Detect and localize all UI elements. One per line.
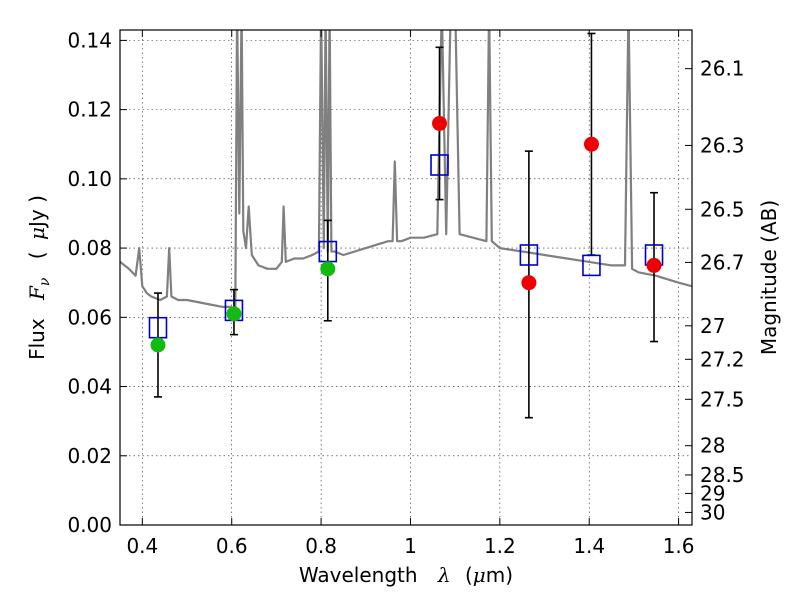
y-axis-label-unit-mu: μ <box>25 227 49 240</box>
y-tick-label: 0.12 <box>67 98 112 122</box>
y-tick-label: 0.14 <box>67 28 112 52</box>
y2-tick-label: 27 <box>700 314 725 338</box>
y2-tick-label: 27.5 <box>700 387 745 411</box>
x-tick-label: 1.2 <box>484 534 516 558</box>
y2-tick-label: 28.5 <box>700 463 745 487</box>
x-axis-label-text: Wavelength <box>299 563 418 587</box>
x-tick-label: 1.6 <box>663 534 695 558</box>
y2-tick-label: 26.3 <box>700 133 745 157</box>
y2-tick-label: 29 <box>700 481 725 505</box>
y-axis-label-symbol: F <box>25 285 49 301</box>
y2-tick-label: 26.7 <box>700 250 745 274</box>
x-axis-label-unit-rest: m) <box>486 563 513 587</box>
y-tick-label: 0.10 <box>67 167 112 191</box>
green-circle-marker <box>226 306 242 322</box>
y-axis-label: Flux Fν ( μJy ) <box>25 195 54 360</box>
model-square-marker <box>519 244 539 266</box>
y-tick-label: 0.02 <box>67 444 112 468</box>
y2-tick-label: 26.5 <box>700 197 745 221</box>
y-tick-label: 0.04 <box>67 375 112 399</box>
x-axis-label: Wavelength λ (μm) <box>299 563 513 587</box>
x-axis-label-unit-open: ( <box>465 563 473 587</box>
y2-tick-label: 27.2 <box>700 347 745 371</box>
green-circle-marker <box>320 261 336 277</box>
red-circle-marker <box>646 257 662 273</box>
y2-tick-label: 30 <box>700 500 725 524</box>
y-tick-label: 0.08 <box>67 236 112 260</box>
y-axis-label-symbol-sub: ν <box>37 277 53 286</box>
y-tick-label: 0.00 <box>67 513 112 537</box>
spectrum-line <box>120 30 692 312</box>
y-axis-label-unit-rest: Jy ) <box>25 195 49 229</box>
model-square-marker <box>430 154 449 176</box>
y-axis-label-text: Flux <box>25 318 49 360</box>
green-circle-marker <box>150 337 166 353</box>
x-tick-label: 1.4 <box>573 534 605 558</box>
x-axis-label-symbol: λ <box>437 563 451 587</box>
model-square-marker <box>582 254 601 277</box>
y2-tick-label: 26.1 <box>700 57 745 81</box>
red-circle-marker <box>583 136 599 152</box>
x-tick-label: 0.6 <box>216 534 248 558</box>
x-axis-label-unit-mu: μ <box>473 563 486 587</box>
red-circle-marker <box>521 275 537 291</box>
plot-area <box>120 30 692 312</box>
y-axis-label-unit-open: ( <box>25 251 49 259</box>
x-tick-label: 0.4 <box>126 534 158 558</box>
y2-axis-label: Magnitude (AB) <box>757 200 781 355</box>
x-tick-label: 1 <box>404 534 417 558</box>
markers <box>148 32 664 419</box>
red-circle-marker <box>432 115 448 131</box>
y-tick-label: 0.06 <box>67 305 112 329</box>
y2-tick-label: 28 <box>700 434 725 458</box>
x-axis: 0.4 0.6 0.8 1 1.2 1.4 1.6 <box>126 30 695 558</box>
x-tick-label: 0.8 <box>305 534 337 558</box>
y-axis: 0.00 0.02 0.04 0.06 0.08 0.10 0.12 0.14 <box>67 28 127 537</box>
plot-frame <box>119 29 693 526</box>
